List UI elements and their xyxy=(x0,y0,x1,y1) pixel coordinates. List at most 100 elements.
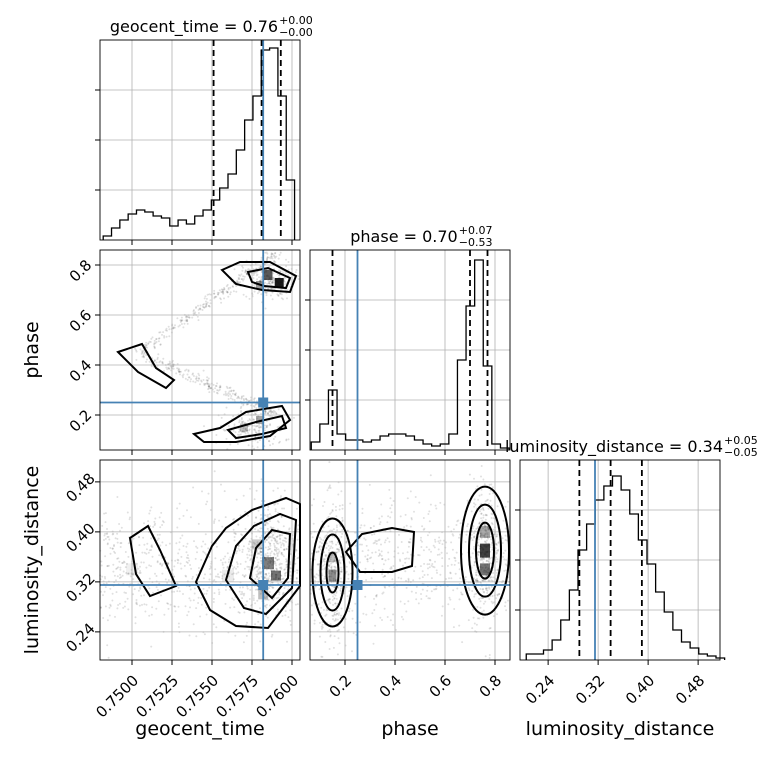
sample-point xyxy=(202,550,205,553)
sample-point xyxy=(490,504,493,507)
sample-point xyxy=(271,257,274,260)
sample-point xyxy=(481,597,484,599)
sample-point xyxy=(364,555,367,558)
sample-point xyxy=(104,605,107,608)
sample-point xyxy=(447,525,450,528)
sample-point xyxy=(278,558,280,561)
sample-point xyxy=(280,566,283,569)
sample-point xyxy=(480,475,482,478)
sample-point xyxy=(382,591,385,594)
sample-point xyxy=(197,522,200,525)
sample-point xyxy=(248,540,251,543)
sample-point xyxy=(333,586,336,589)
sample-point xyxy=(410,590,413,593)
sample-point xyxy=(265,437,268,440)
sample-point xyxy=(373,609,376,611)
sample-point xyxy=(361,512,364,515)
sample-point xyxy=(495,560,498,563)
sample-point xyxy=(139,565,141,568)
sample-point xyxy=(135,350,138,353)
sample-point xyxy=(159,343,162,346)
sample-point xyxy=(398,533,400,536)
sample-point xyxy=(427,597,430,600)
sample-point xyxy=(229,286,232,289)
sample-point xyxy=(366,554,369,557)
sample-point xyxy=(196,551,198,554)
sample-point xyxy=(275,564,278,567)
sample-point xyxy=(141,355,144,358)
sample-point xyxy=(178,502,181,505)
sample-point xyxy=(345,540,348,543)
sample-point xyxy=(127,542,130,545)
sample-point xyxy=(240,396,243,399)
sample-point xyxy=(323,558,326,561)
sample-point xyxy=(341,519,344,522)
sample-point xyxy=(158,331,161,334)
sample-point xyxy=(134,616,137,619)
sample-point xyxy=(267,287,270,290)
sample-point xyxy=(498,593,501,596)
sample-point xyxy=(151,591,154,594)
sample-point xyxy=(178,370,181,373)
sample-point xyxy=(254,429,257,432)
sample-point xyxy=(285,258,287,261)
sample-point xyxy=(243,567,246,570)
sample-point xyxy=(113,544,115,546)
sample-point xyxy=(428,597,431,600)
sample-point xyxy=(149,525,152,528)
sample-point xyxy=(223,297,225,300)
sample-point xyxy=(174,324,176,327)
sample-point xyxy=(109,552,112,555)
sample-point xyxy=(439,573,442,576)
sample-point xyxy=(333,635,336,638)
sample-point xyxy=(271,536,274,539)
sample-point xyxy=(255,271,258,274)
sample-point xyxy=(475,579,478,582)
sample-point xyxy=(182,545,185,547)
sample-point xyxy=(145,358,148,361)
sample-point xyxy=(105,533,108,536)
sample-point xyxy=(255,431,258,434)
sample-point xyxy=(229,397,232,400)
sample-point xyxy=(284,574,287,577)
sample-point xyxy=(246,565,249,568)
sample-point xyxy=(359,543,362,546)
sample-point xyxy=(224,516,227,519)
sample-point xyxy=(158,516,161,519)
sample-point xyxy=(436,553,439,556)
sample-point xyxy=(338,559,341,562)
sample-point xyxy=(380,554,383,557)
sample-point xyxy=(272,288,275,291)
sample-point xyxy=(405,610,408,613)
sample-point xyxy=(197,567,200,569)
sample-point xyxy=(266,555,269,558)
sample-point xyxy=(197,319,200,322)
sample-point xyxy=(338,561,341,564)
sample-point xyxy=(177,622,180,625)
sample-point xyxy=(205,305,208,308)
sample-point xyxy=(331,542,334,545)
sample-point xyxy=(283,548,286,551)
sample-point xyxy=(272,598,275,601)
sample-point xyxy=(245,397,248,400)
sample-point xyxy=(415,598,418,601)
sample-point xyxy=(489,627,492,629)
sample-point xyxy=(501,542,504,544)
sample-point xyxy=(232,518,235,521)
sample-point xyxy=(253,447,256,450)
sample-point xyxy=(151,546,154,548)
sample-point xyxy=(278,550,281,553)
sample-point xyxy=(324,555,327,558)
sample-point xyxy=(123,591,126,594)
sample-point xyxy=(266,522,269,525)
sample-point xyxy=(404,570,407,573)
sample-point xyxy=(295,548,298,551)
sample-point xyxy=(330,554,333,556)
sample-point xyxy=(340,570,343,573)
sample-point xyxy=(237,547,240,550)
sample-point xyxy=(382,563,385,566)
sample-point xyxy=(426,563,429,566)
sample-point xyxy=(398,558,401,561)
sample-point xyxy=(287,616,290,619)
sample-point xyxy=(248,568,251,571)
